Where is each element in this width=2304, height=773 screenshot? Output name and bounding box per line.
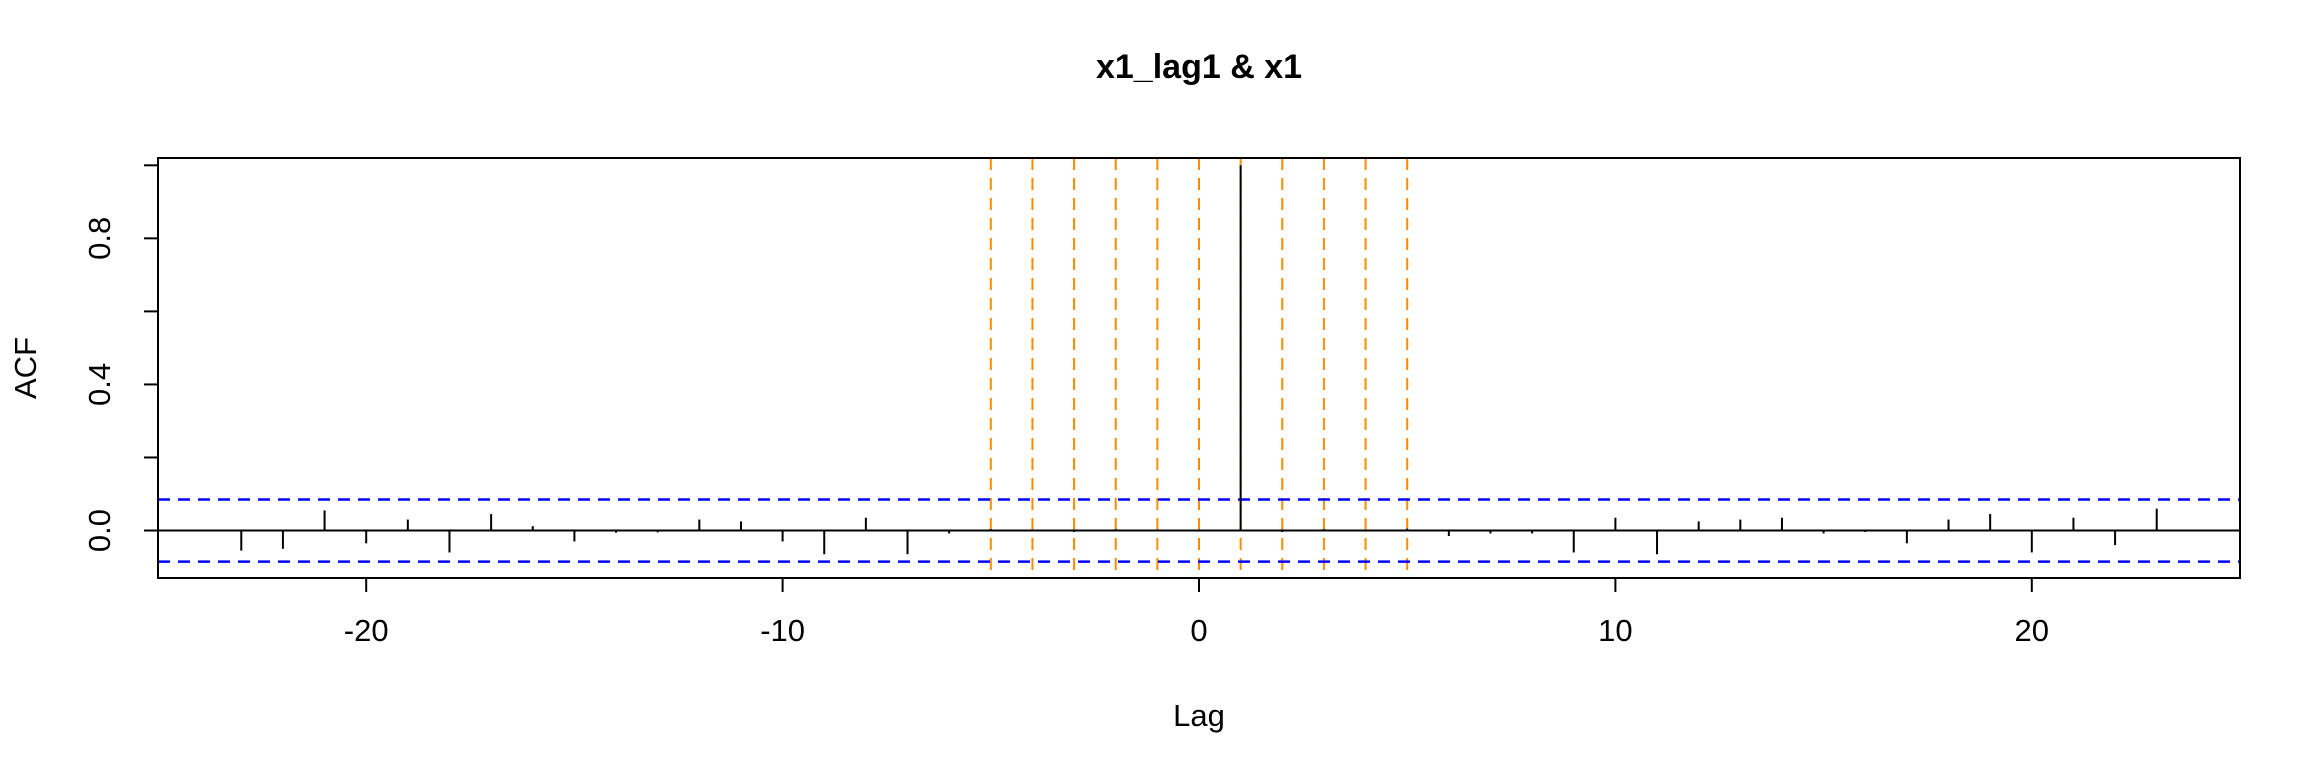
confidence-bounds — [158, 498, 2240, 563]
x-tick-label-1: -10 — [760, 613, 805, 648]
x-tick-label-4: 20 — [2015, 613, 2049, 648]
y-tick-label-0: 0.0 — [82, 509, 117, 552]
y-axis-label: ACF — [8, 337, 43, 399]
x-axis: -20 -10 0 10 20 — [344, 578, 2049, 648]
chart-title: x1_lag1 & x1 — [1096, 48, 1302, 86]
y-axis: 0.0 0.4 0.8 — [82, 164, 158, 552]
x-tick-label-2: 0 — [1190, 613, 1207, 648]
y-tick-label-1: 0.4 — [82, 363, 117, 406]
x-tick-label-3: 10 — [1598, 613, 1632, 648]
acf-bars — [240, 165, 2158, 555]
y-tick-label-2: 0.8 — [82, 217, 117, 260]
x-axis-label: Lag — [1173, 698, 1225, 733]
x-tick-label-0: -20 — [344, 613, 389, 648]
highlight-lines — [989, 158, 1409, 578]
